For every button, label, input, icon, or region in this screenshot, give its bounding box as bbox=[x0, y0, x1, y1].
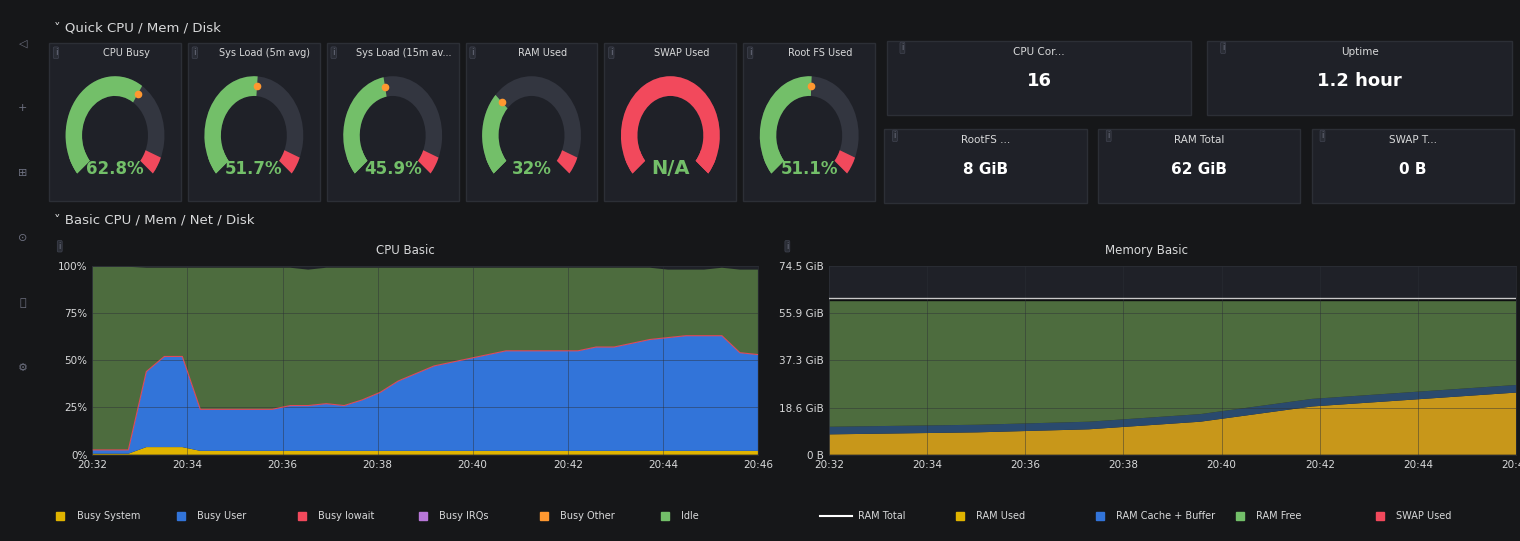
Wedge shape bbox=[625, 150, 644, 174]
Text: i: i bbox=[193, 48, 196, 57]
Wedge shape bbox=[65, 76, 143, 174]
Wedge shape bbox=[760, 76, 812, 174]
Wedge shape bbox=[622, 76, 720, 174]
Text: ⊞: ⊞ bbox=[18, 168, 27, 178]
Wedge shape bbox=[760, 76, 859, 174]
Wedge shape bbox=[204, 76, 258, 174]
FancyBboxPatch shape bbox=[188, 43, 319, 201]
Text: 8 GiB: 8 GiB bbox=[964, 162, 1008, 177]
Wedge shape bbox=[482, 95, 508, 174]
Text: i: i bbox=[1222, 43, 1224, 52]
Text: Busy System: Busy System bbox=[76, 511, 140, 521]
Text: Sys Load (5m avg): Sys Load (5m avg) bbox=[219, 48, 310, 58]
FancyBboxPatch shape bbox=[886, 41, 1192, 115]
FancyBboxPatch shape bbox=[885, 129, 1087, 203]
Text: CPU Basic: CPU Basic bbox=[375, 245, 435, 258]
Text: RAM Cache + Buffer: RAM Cache + Buffer bbox=[1116, 511, 1214, 521]
Text: ⚙: ⚙ bbox=[18, 363, 27, 373]
Wedge shape bbox=[70, 150, 90, 174]
Text: SWAP Used: SWAP Used bbox=[1397, 511, 1452, 521]
Text: RAM Used: RAM Used bbox=[518, 48, 567, 58]
Text: CPU Cor...: CPU Cor... bbox=[1014, 47, 1066, 57]
Text: Busy Other: Busy Other bbox=[561, 511, 616, 521]
Wedge shape bbox=[140, 150, 161, 174]
FancyBboxPatch shape bbox=[605, 43, 736, 201]
Wedge shape bbox=[344, 77, 386, 174]
Text: 🔔: 🔔 bbox=[20, 298, 26, 308]
Text: Sys Load (15m av...: Sys Load (15m av... bbox=[356, 48, 451, 58]
Text: 51.7%: 51.7% bbox=[225, 160, 283, 178]
Wedge shape bbox=[834, 150, 856, 174]
Text: i: i bbox=[1108, 131, 1110, 141]
Text: Idle: Idle bbox=[681, 511, 699, 521]
Text: ˅ Quick CPU / Mem / Disk: ˅ Quick CPU / Mem / Disk bbox=[55, 22, 222, 35]
FancyBboxPatch shape bbox=[1207, 41, 1512, 115]
Text: N/A: N/A bbox=[651, 159, 690, 178]
FancyBboxPatch shape bbox=[327, 43, 459, 201]
Text: 62.8%: 62.8% bbox=[87, 160, 144, 178]
Text: 32%: 32% bbox=[512, 160, 552, 178]
Text: i: i bbox=[894, 131, 897, 141]
Wedge shape bbox=[65, 76, 164, 174]
FancyBboxPatch shape bbox=[743, 43, 876, 201]
Wedge shape bbox=[696, 150, 716, 174]
Text: RAM Free: RAM Free bbox=[1256, 511, 1301, 521]
Wedge shape bbox=[280, 150, 299, 174]
Text: Memory Basic: Memory Basic bbox=[1105, 245, 1187, 258]
Text: i: i bbox=[786, 242, 789, 250]
Text: ⊙: ⊙ bbox=[18, 233, 27, 243]
Text: 51.1%: 51.1% bbox=[780, 160, 838, 178]
FancyBboxPatch shape bbox=[49, 43, 181, 201]
Text: i: i bbox=[610, 48, 613, 57]
Text: ◁: ◁ bbox=[18, 38, 27, 48]
Wedge shape bbox=[344, 76, 442, 174]
Wedge shape bbox=[556, 150, 578, 174]
Text: 16: 16 bbox=[1026, 72, 1052, 90]
Text: 45.9%: 45.9% bbox=[363, 160, 421, 178]
Text: i: i bbox=[333, 48, 334, 57]
Text: i: i bbox=[749, 48, 751, 57]
Text: 62 GiB: 62 GiB bbox=[1172, 162, 1227, 177]
Text: i: i bbox=[471, 48, 474, 57]
Text: i: i bbox=[1321, 131, 1324, 141]
Text: CPU Busy: CPU Busy bbox=[102, 48, 149, 58]
Wedge shape bbox=[482, 76, 581, 174]
Text: Busy User: Busy User bbox=[198, 511, 246, 521]
Wedge shape bbox=[418, 150, 439, 174]
Text: i: i bbox=[901, 43, 903, 52]
Text: Root FS Used: Root FS Used bbox=[787, 48, 853, 58]
Text: RAM Total: RAM Total bbox=[1173, 135, 1225, 146]
Text: SWAP T...: SWAP T... bbox=[1389, 135, 1436, 146]
Text: ˅ Basic CPU / Mem / Net / Disk: ˅ Basic CPU / Mem / Net / Disk bbox=[55, 214, 255, 227]
FancyBboxPatch shape bbox=[465, 43, 597, 201]
Text: i: i bbox=[59, 242, 61, 250]
Text: RAM Used: RAM Used bbox=[976, 511, 1024, 521]
Wedge shape bbox=[204, 76, 304, 174]
Text: Busy Iowait: Busy Iowait bbox=[318, 511, 375, 521]
Wedge shape bbox=[622, 76, 720, 174]
Text: i: i bbox=[55, 48, 58, 57]
Text: 0 B: 0 B bbox=[1400, 162, 1427, 177]
Wedge shape bbox=[208, 150, 228, 174]
FancyBboxPatch shape bbox=[1312, 129, 1514, 203]
Text: RootFS ...: RootFS ... bbox=[961, 135, 1011, 146]
Wedge shape bbox=[763, 150, 784, 174]
Text: +: + bbox=[18, 103, 27, 113]
FancyBboxPatch shape bbox=[1097, 129, 1301, 203]
Text: Busy IRQs: Busy IRQs bbox=[439, 511, 489, 521]
Text: RAM Total: RAM Total bbox=[857, 511, 906, 521]
Text: SWAP Used: SWAP Used bbox=[654, 48, 708, 58]
Text: Uptime: Uptime bbox=[1341, 47, 1379, 57]
Text: 1.2 hour: 1.2 hour bbox=[1318, 72, 1401, 90]
Wedge shape bbox=[347, 150, 368, 174]
Wedge shape bbox=[486, 150, 506, 174]
